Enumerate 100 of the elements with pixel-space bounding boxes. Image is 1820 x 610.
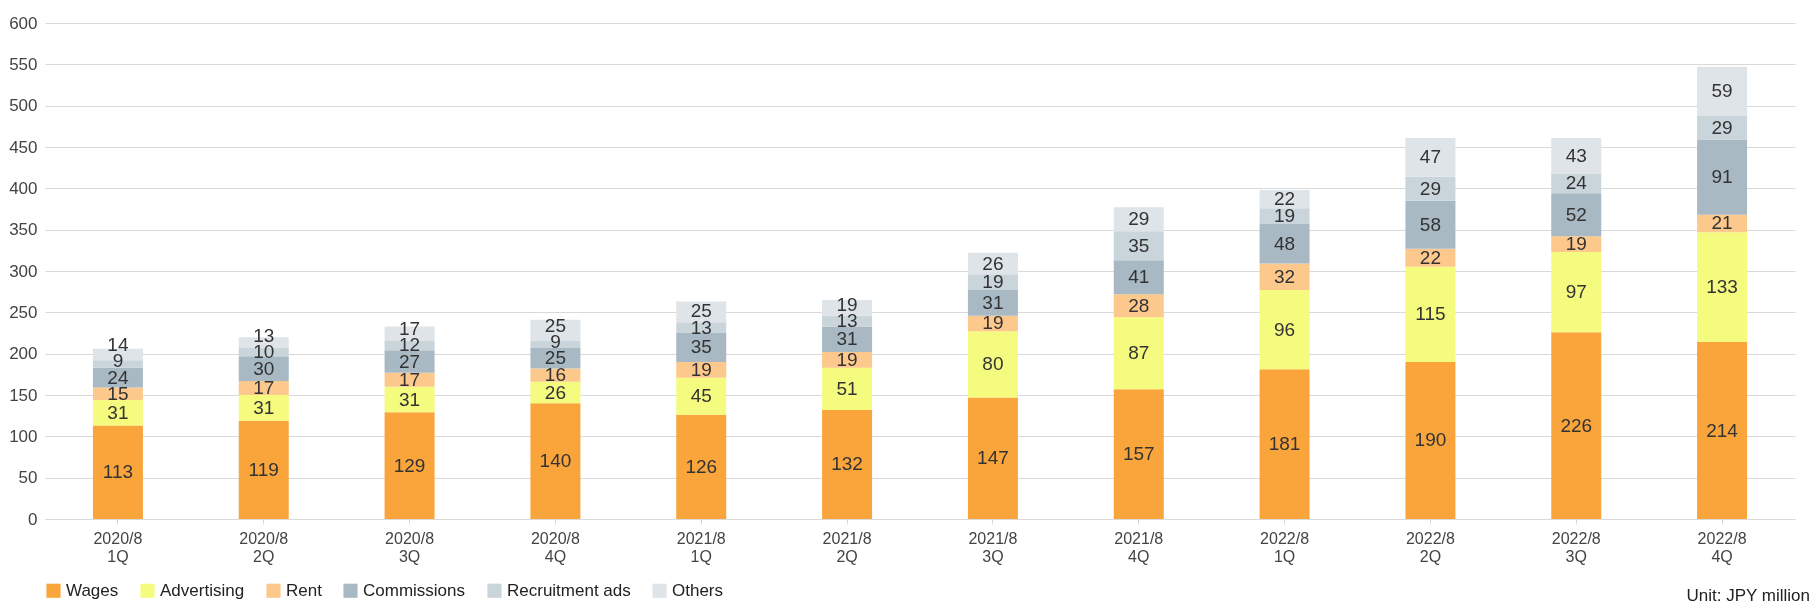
bar (1113, 389, 1164, 519)
data-label: 119 (248, 458, 279, 480)
bar (1551, 332, 1602, 519)
bar (967, 331, 1018, 398)
y-tick-label: 350 (9, 220, 38, 240)
data-label: 113 (102, 461, 134, 483)
bar (1697, 139, 1748, 215)
bar (1697, 66, 1748, 116)
data-label: 19 (836, 348, 858, 370)
data-label: 91 (1711, 166, 1733, 188)
x-tick-label: 2022/8 1Q (1260, 529, 1310, 565)
x-tick-label: 2021/8 3Q (968, 529, 1018, 565)
bar (1405, 266, 1456, 362)
data-label: 48 (1274, 232, 1296, 254)
x-tick-label: 2021/8 1Q (676, 529, 726, 565)
y-tick-label: 400 (9, 178, 38, 198)
data-label: 32 (1274, 265, 1296, 287)
bar (1551, 251, 1602, 333)
data-label: 181 (1268, 433, 1301, 455)
data-label: 58 (1419, 213, 1441, 235)
y-tick-label: 450 (9, 137, 38, 157)
data-label: 35 (690, 336, 712, 358)
y-tick-label: 250 (9, 302, 38, 322)
data-label: 87 (1128, 342, 1150, 364)
bar (1113, 260, 1164, 295)
y-tick-label: 550 (9, 54, 38, 74)
data-label: 19 (982, 312, 1004, 334)
y-tick-label: 150 (9, 385, 38, 405)
x-tick-label: 2020/8 1Q (93, 529, 143, 565)
data-label: 21 (1711, 212, 1733, 234)
data-label: 35 (1128, 234, 1150, 256)
y-tick-label: 50 (18, 468, 38, 488)
bar (1551, 193, 1602, 237)
data-label: 190 (1414, 429, 1447, 451)
bar (238, 420, 289, 519)
legend-label: Wages (66, 580, 119, 600)
data-label: 132 (831, 453, 863, 475)
data-label: 41 (1128, 266, 1150, 288)
y-tick-label: 100 (9, 426, 38, 446)
data-label: 29 (1711, 116, 1733, 138)
data-label: 31 (399, 388, 421, 410)
y-tick-label: 300 (9, 261, 38, 281)
x-tick-label: 2021/8 4Q (1114, 529, 1164, 565)
x-tick-label: 2020/8 3Q (385, 529, 435, 565)
bar (1405, 137, 1456, 177)
bar (1259, 369, 1310, 519)
data-label: 29 (1419, 177, 1441, 199)
data-label: 45 (690, 385, 712, 407)
data-label: 214 (1706, 419, 1739, 441)
y-tick-label: 600 (9, 13, 38, 33)
x-tick-label: 2022/8 4Q (1697, 529, 1747, 565)
bar (676, 414, 727, 519)
data-label: 96 (1274, 318, 1296, 340)
bar (676, 377, 727, 415)
data-label: 80 (982, 353, 1004, 375)
y-tick-label: 500 (9, 96, 38, 116)
x-tick-label: 2020/8 4Q (530, 529, 580, 565)
legend-label: Rent (286, 580, 323, 600)
data-label: 28 (1128, 294, 1150, 316)
data-label: 126 (685, 455, 718, 477)
x-tick-label: 2020/8 2Q (239, 529, 289, 565)
data-label: 59 (1711, 80, 1733, 102)
data-label: 133 (1706, 276, 1738, 298)
data-label: 52 (1565, 203, 1587, 225)
bar (822, 409, 873, 519)
text: Unit: JPY million (1686, 586, 1810, 606)
data-label: 147 (977, 447, 1009, 469)
bar (1259, 290, 1310, 370)
data-label: 31 (982, 291, 1004, 313)
y-tick-label: 200 (9, 344, 38, 364)
data-label: 26 (982, 252, 1004, 274)
data-label: 226 (1560, 414, 1593, 436)
data-label: 115 (1415, 303, 1446, 325)
bar (238, 395, 289, 421)
x-tick-label: 2021/8 2Q (822, 529, 872, 565)
x-tick-label: 2022/8 3Q (1551, 529, 1601, 565)
bar (92, 425, 143, 519)
bar (1405, 200, 1456, 249)
legend-label: Advertising (160, 580, 245, 600)
bar (92, 399, 143, 426)
data-label: 19 (690, 358, 712, 380)
bar (1113, 317, 1164, 390)
bar (967, 290, 1018, 316)
x-tick-label: 2022/8 2Q (1405, 529, 1455, 565)
bar (384, 350, 435, 373)
bar (1405, 361, 1456, 519)
y-tick-label: 0 (28, 509, 38, 529)
data-label: 47 (1419, 146, 1441, 168)
bar (1259, 223, 1310, 264)
data-label: 129 (393, 454, 426, 476)
bar (384, 412, 435, 519)
legend-label: Recruitment ads (507, 580, 631, 600)
data-label: 31 (253, 396, 275, 418)
legend-label: Commissions (363, 580, 466, 600)
bar (967, 397, 1018, 519)
data-label: 22 (1419, 246, 1441, 268)
bar (1551, 137, 1602, 174)
data-label: 140 (539, 450, 572, 472)
bar (530, 403, 581, 519)
data-label: 19 (982, 271, 1004, 293)
